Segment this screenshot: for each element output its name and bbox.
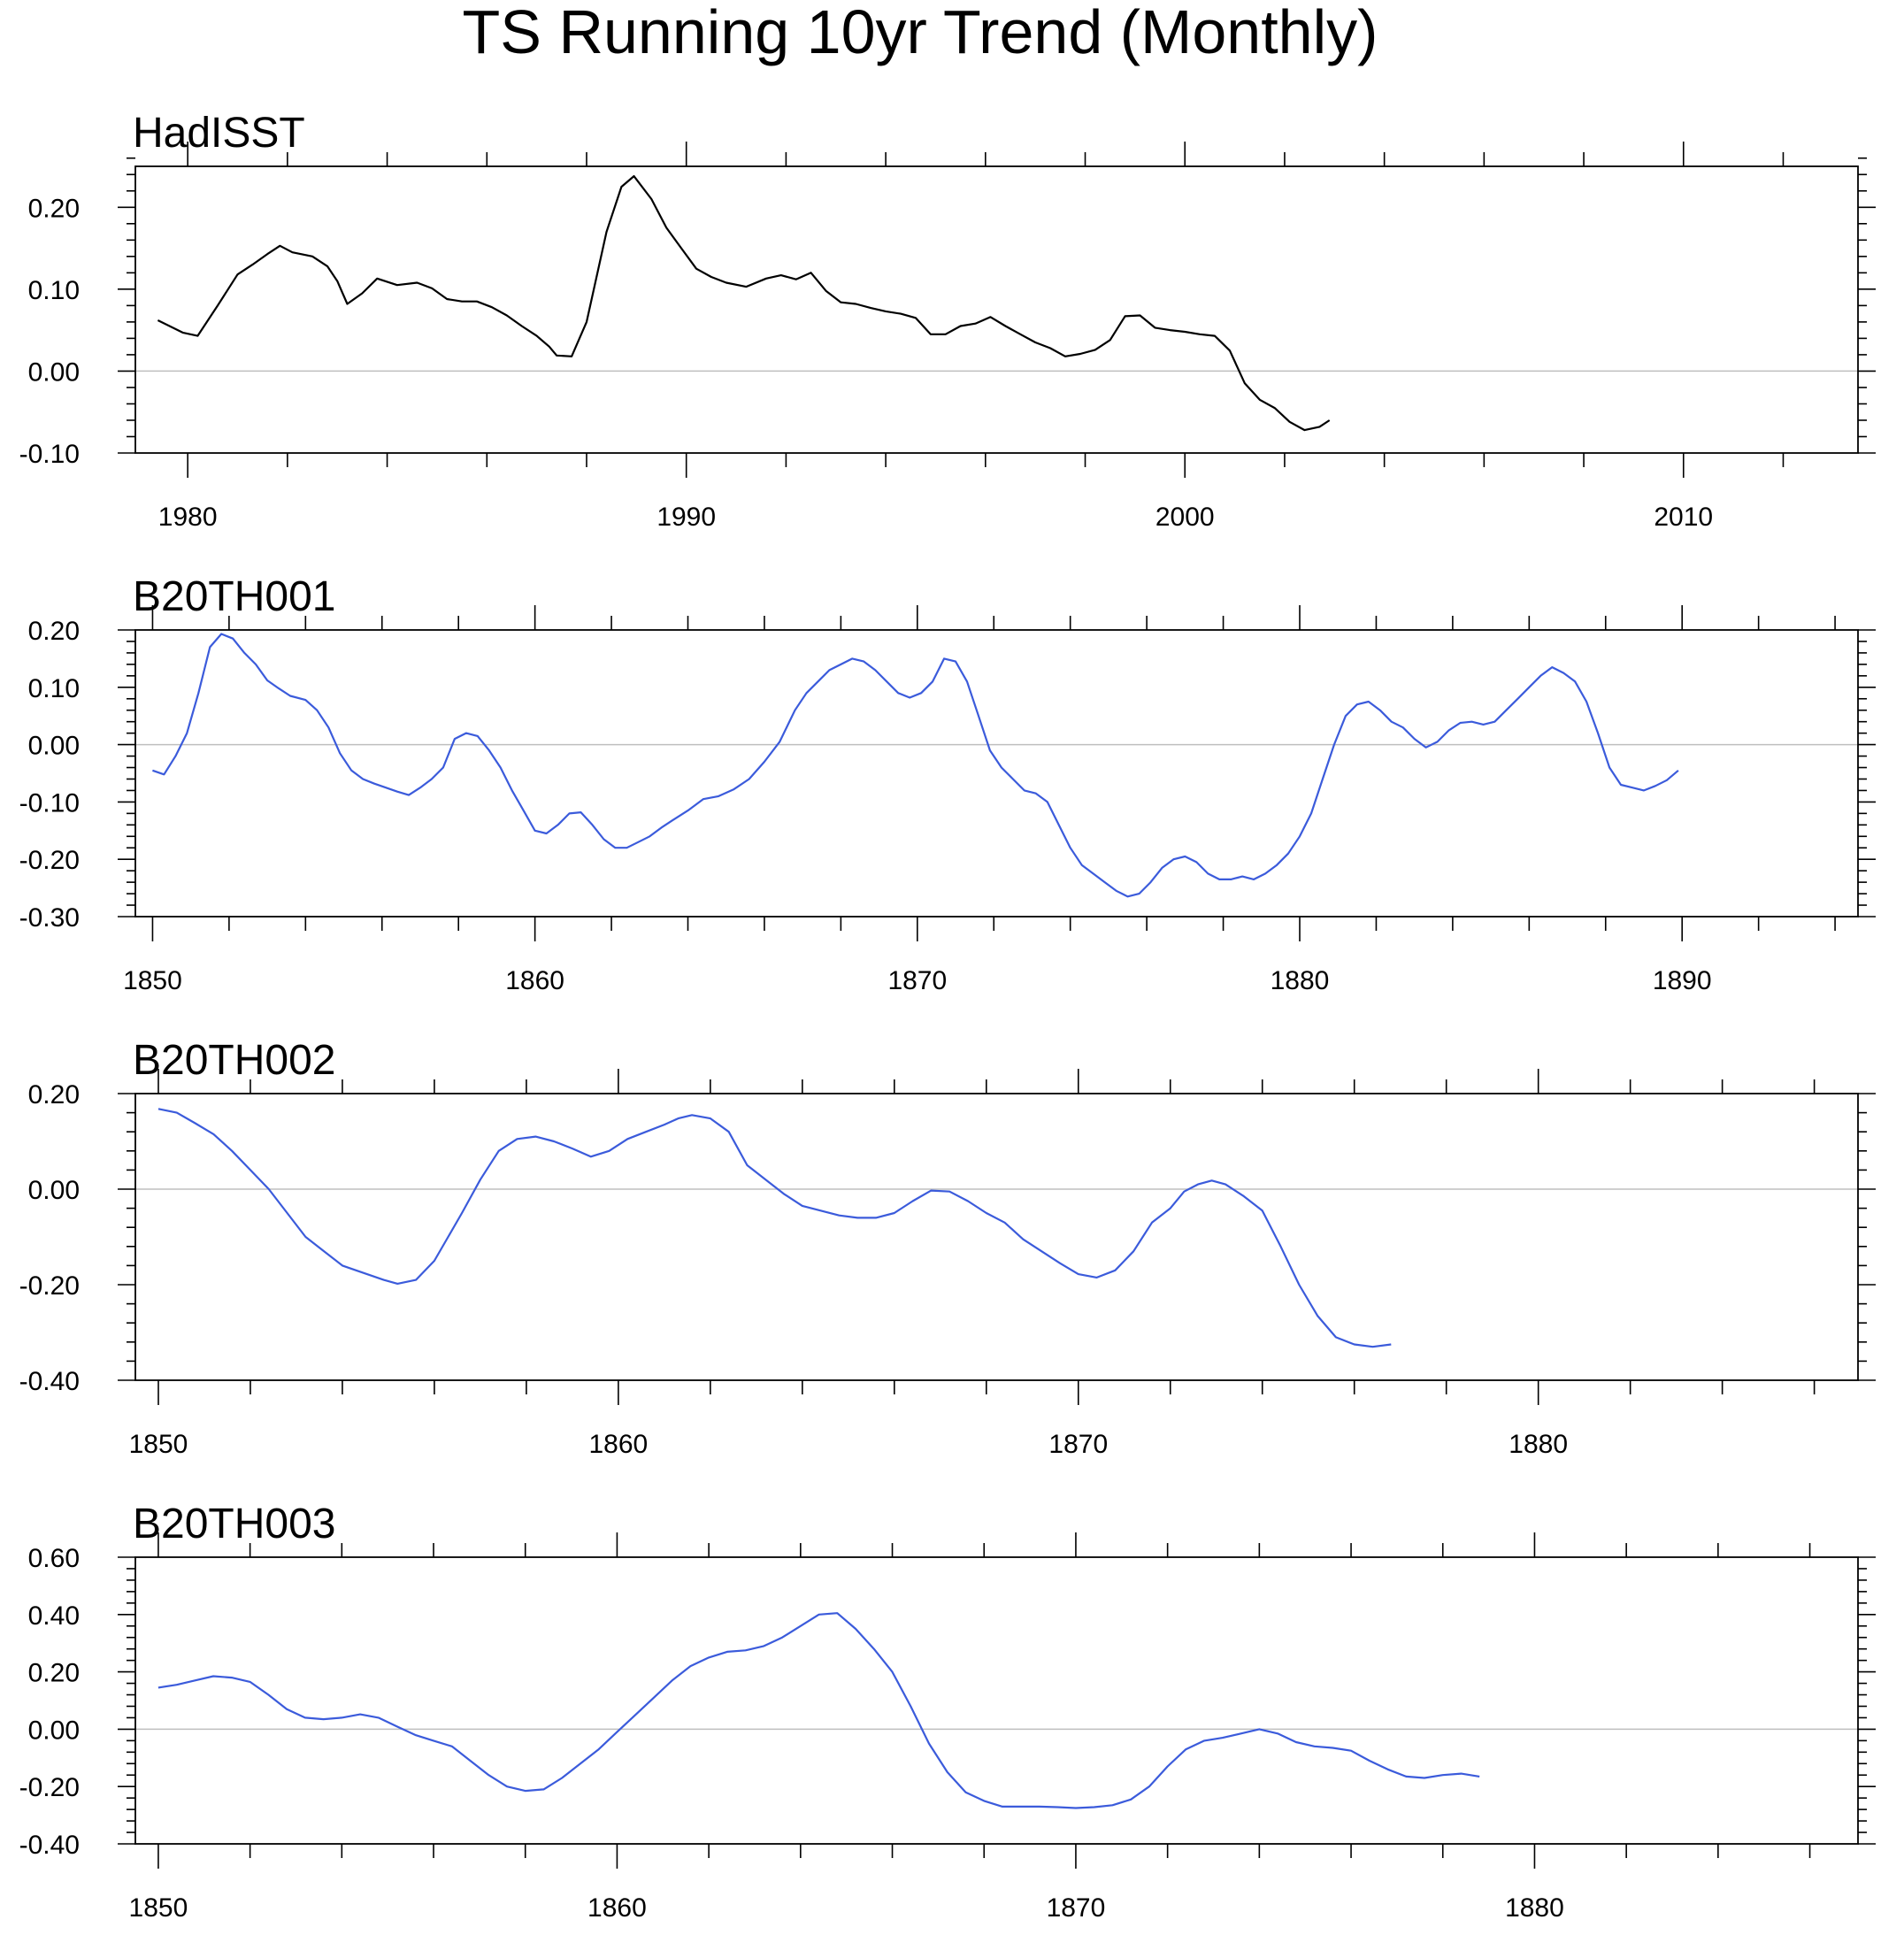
y-tick-label: 0.20	[28, 1080, 80, 1110]
panel-title: HadISST	[133, 110, 305, 157]
figure-title: TS Running 10yr Trend (Monthly)	[463, 0, 1378, 66]
x-tick-label: 1850	[129, 1893, 188, 1923]
y-tick-label: 0.20	[28, 194, 80, 223]
y-tick-label: -0.10	[19, 788, 80, 818]
plot-frame	[134, 1556, 1859, 1845]
plot-frame	[134, 165, 1859, 454]
series-line-b20th003	[157, 1612, 1480, 1809]
x-tick-label: 1880	[1505, 1893, 1564, 1923]
x-tick-label: 1860	[589, 1430, 649, 1459]
y-tick-label: -0.40	[19, 1367, 80, 1396]
series-line-b20th002	[157, 1108, 1392, 1348]
y-tick-label: 0.20	[28, 1659, 80, 1688]
y-tick-label: 0.20	[28, 617, 80, 646]
x-tick-label: 1880	[1271, 966, 1330, 995]
x-tick-label: 2010	[1654, 503, 1713, 532]
panel-b20th002: B20TH002 1850 1860 1870 1880 -0.40 -0.20 0.00 0.…	[19, 1037, 1876, 1459]
y-tick-label: 0.00	[28, 1176, 80, 1205]
panel-b20th001: B20TH001 1850 1860 1870 1880 1890 -0.30 -0.20 -0…	[19, 573, 1876, 995]
y-tick-label: 0.00	[28, 732, 80, 761]
panel-title: B20TH001	[133, 573, 335, 620]
x-tick-label: 1860	[505, 966, 564, 995]
y-tick-label: 0.10	[28, 674, 80, 703]
x-tick-label: 1990	[656, 503, 716, 532]
x-tick-label: 1870	[887, 966, 947, 995]
y-tick-label: 0.00	[28, 357, 80, 387]
y-tick-label: 0.60	[28, 1544, 80, 1573]
y-tick-label: -0.20	[19, 1773, 80, 1802]
plot-frame	[134, 629, 1859, 918]
x-tick-label: 2000	[1155, 503, 1215, 532]
panel-b20th003: B20TH003 1850 1860 1870 1880 -0.40 -0.20 0.00 0.…	[19, 1501, 1876, 1923]
series-line-hadisst	[157, 175, 1331, 432]
x-tick-label: 1850	[123, 966, 182, 995]
x-tick-label: 1890	[1653, 966, 1712, 995]
y-tick-label: -0.20	[19, 1271, 80, 1301]
x-tick-label: 1870	[1047, 1893, 1106, 1923]
y-tick-label: 0.40	[28, 1601, 80, 1631]
y-tick-label: -0.30	[19, 903, 80, 933]
panel-title: B20TH003	[133, 1501, 335, 1547]
plot-frame	[134, 1093, 1859, 1381]
x-tick-label: 1850	[129, 1430, 188, 1459]
y-tick-label: -0.40	[19, 1831, 80, 1860]
x-tick-label: 1870	[1048, 1430, 1108, 1459]
x-tick-label: 1860	[587, 1893, 647, 1923]
panel-hadisst: HadISST 1980 1990 2000 2010 -0.10 0.00 0.10 0.20	[19, 110, 1876, 532]
y-tick-label: -0.10	[19, 440, 80, 469]
y-tick-label: 0.10	[28, 276, 80, 305]
y-tick-label: -0.20	[19, 846, 80, 875]
series-line-b20th001	[152, 633, 1679, 898]
x-tick-label: 1880	[1509, 1430, 1568, 1459]
panels: HadISST 1980 1990 2000 2010 -0.10 0.00 0.10 0.20…	[19, 110, 1876, 1923]
y-tick-label: 0.00	[28, 1716, 80, 1745]
x-tick-label: 1980	[158, 503, 218, 532]
panel-title: B20TH002	[133, 1037, 335, 1084]
